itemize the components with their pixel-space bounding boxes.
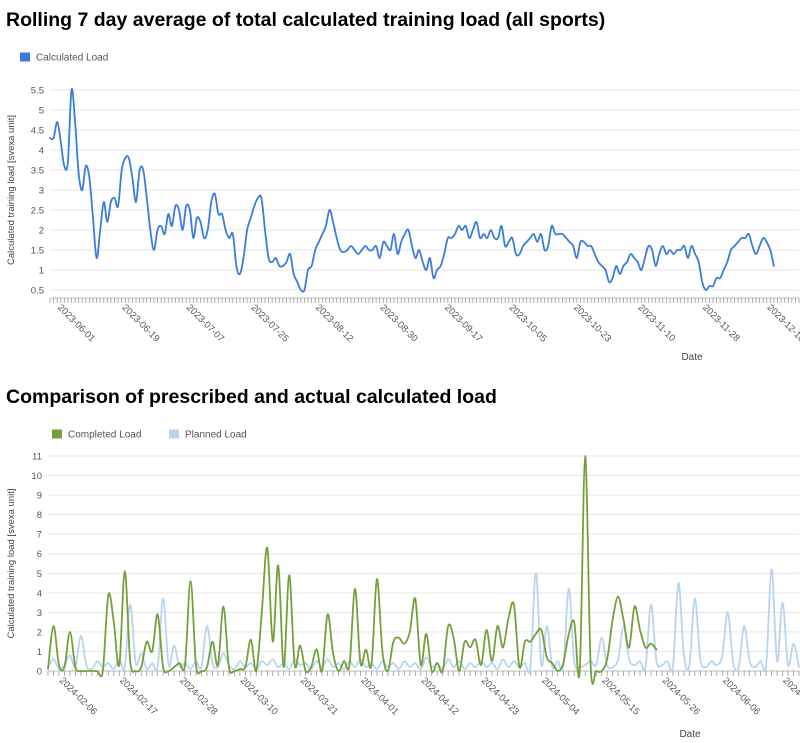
x-tick-label: 2023-11-28 [700, 302, 742, 344]
chart-1-title: Rolling 7 day average of total calculate… [6, 9, 606, 31]
y-tick-label: 3.5 [31, 166, 44, 177]
x-tick-label: 2023-08-30 [378, 302, 420, 344]
y-tick-label: 4 [37, 588, 42, 599]
x-tick-label: 2023-06-19 [120, 302, 162, 344]
x-tick-label: 2024-05-26 [660, 675, 702, 717]
y-tick-label: 5 [39, 106, 44, 117]
x-tick-label: 2024-05-04 [539, 675, 581, 717]
y-tick-label: 1 [37, 647, 42, 658]
series-line-1 [47, 455, 658, 685]
chart-2: Completed Load Planned Load 0 1 2 3 4 5 6 7 8 9 10 11… [6, 429, 800, 740]
x-tick-label: 2024-03-21 [298, 675, 340, 717]
legend-label-2: Planned Load [185, 430, 247, 441]
legend-swatch-1 [52, 429, 62, 439]
y-tick-label: 2 [39, 226, 44, 237]
y-tick-label: 0 [37, 667, 42, 678]
y-tick-label: 7 [37, 530, 42, 541]
x-tick-label: 2024-02-28 [177, 675, 219, 717]
x-tick-label: 2024-04-01 [358, 675, 400, 717]
legend-label-1: Completed Load [68, 430, 141, 441]
y-tick-label: 3 [37, 608, 42, 619]
x-tick-label: 2024-02-17 [117, 675, 159, 717]
x-axis-title: Date [679, 729, 701, 740]
x-tick-label: 2023-07-07 [184, 302, 226, 344]
y-tick-label: 6 [37, 549, 42, 560]
y-tick-label: 5.5 [31, 86, 44, 97]
y-tick-label: 4 [39, 146, 44, 157]
y-tick-label: 0.5 [31, 286, 44, 297]
x-tick-label: 2023-12-16 [765, 302, 800, 344]
x-tick-label: 2024-02-06 [57, 675, 99, 717]
x-tick-label: 2023-08-12 [313, 302, 355, 344]
x-tick-label: 2024-05-15 [600, 675, 642, 717]
series-line-1 [49, 87, 775, 293]
x-tick-label: 2024-06-06 [720, 675, 762, 717]
y-tick-label: 2 [37, 627, 42, 638]
y-tick-label: 10 [31, 471, 42, 482]
legend-swatch-1 [20, 52, 30, 62]
x-tick-label: 2024-04-12 [419, 675, 461, 717]
series-line-2 [47, 568, 800, 674]
x-tick-label: 2024-06-17 [780, 675, 800, 717]
x-tick-label: 2023-09-17 [442, 302, 484, 344]
chart-1: Calculated Load 0.5 1 1.5 2 2.5 3 3.5 4 4.5 5 5.5 20… [6, 52, 800, 363]
x-tick-label: 2023-06-01 [55, 302, 97, 344]
legend-label-1: Calculated Load [36, 53, 108, 64]
y-tick-label: 4.5 [31, 126, 44, 137]
chart-2-title: Comparison of prescribed and actual calc… [6, 386, 497, 408]
x-minor-ticks [47, 671, 800, 676]
y-axis-title: Calculated training load [svexa unit] [6, 115, 17, 265]
x-axis-title: Date [681, 352, 703, 363]
y-tick-label: 9 [37, 491, 42, 502]
y-tick-label: 8 [37, 510, 42, 521]
y-tick-label: 5 [37, 569, 42, 580]
x-tick-label: 2023-10-05 [507, 302, 549, 344]
y-tick-label: 11 [32, 452, 42, 463]
y-axis-title: Calculated training load [svexa unit] [6, 489, 17, 639]
x-tick-label: 2024-04-23 [479, 675, 521, 717]
y-tick-label: 1 [39, 266, 44, 277]
x-tick-label: 2023-10-23 [571, 302, 613, 344]
y-tick-label: 3 [39, 186, 44, 197]
x-tick-label: 2024-03-10 [238, 675, 280, 717]
x-tick-label: 2023-11-10 [636, 302, 678, 344]
x-tick-label: 2023-07-25 [249, 302, 291, 344]
x-minor-ticks [49, 298, 800, 303]
y-tick-label: 2.5 [31, 206, 44, 217]
legend-swatch-2 [169, 429, 179, 439]
y-tick-label: 1.5 [31, 246, 44, 257]
